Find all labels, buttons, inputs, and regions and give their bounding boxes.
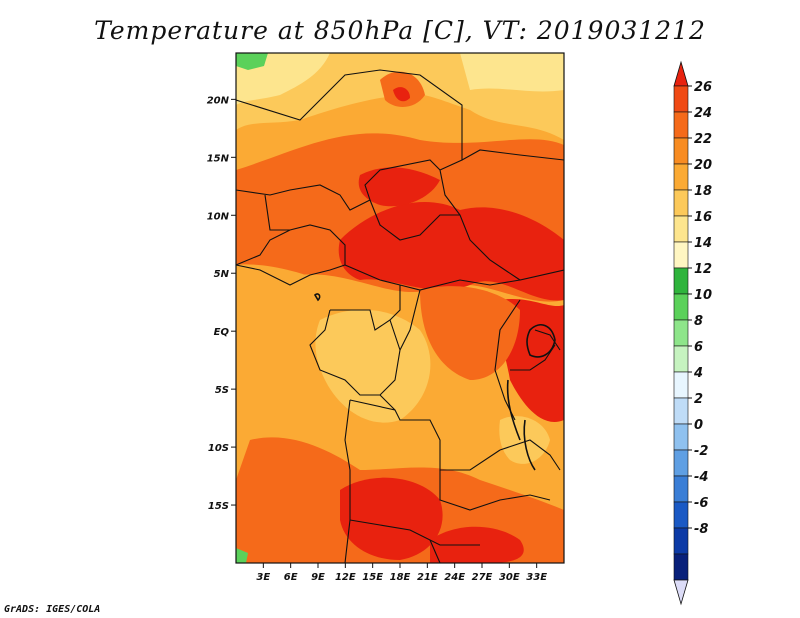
- colorbar-block: [673, 397, 689, 425]
- lon-tick-label: 27E: [472, 572, 493, 583]
- colorbar-max-triangle: [673, 60, 689, 87]
- colorbar-block: [673, 293, 689, 321]
- colorbar-label: 12: [694, 262, 712, 277]
- colorbar-block: [673, 319, 689, 347]
- lon-tick-label: 18E: [390, 572, 411, 583]
- colorbar-label: -8: [694, 522, 708, 537]
- colorbar-block: [673, 215, 689, 243]
- colorbar-block: [673, 371, 689, 399]
- country-borders: [236, 69, 564, 563]
- colorbar-label: 10: [694, 288, 712, 303]
- colorbar-block: [673, 241, 689, 269]
- lat-tick-label: 15N: [207, 153, 230, 164]
- colorbar-block: [673, 189, 689, 217]
- lon-tick-label: 33E: [526, 572, 547, 583]
- colorbar-label: 18: [694, 184, 712, 199]
- lat-tick-label: 10S: [208, 443, 229, 454]
- lat-tick-label: 20N: [207, 95, 230, 106]
- colorbar-block: [673, 163, 689, 191]
- colorbar-block: [673, 475, 689, 503]
- lon-tick-label: 3E: [256, 572, 270, 583]
- colorbar-min-triangle: [673, 579, 689, 606]
- colorbar-block: [673, 345, 689, 373]
- lon-tick-label: 30E: [499, 572, 520, 583]
- colorbar-label: 4: [693, 366, 703, 381]
- lon-tick-label: 12E: [335, 572, 356, 583]
- colorbar-block: [673, 137, 689, 165]
- colorbar-block: [673, 449, 689, 477]
- lat-tick-label: 10N: [207, 211, 230, 222]
- lat-tick-label: 5S: [215, 385, 229, 396]
- colorbar-block: [673, 267, 689, 295]
- colorbar-label: -4: [694, 470, 708, 485]
- colorbar-label: 8: [694, 314, 703, 329]
- colorbar-label: 16: [694, 210, 712, 225]
- lat-tick-label: EQ: [214, 327, 230, 338]
- lat-tick-label: 15S: [208, 501, 229, 512]
- colorbar-label: 0: [694, 418, 703, 433]
- lon-tick-label: 9E: [311, 572, 325, 583]
- lon-tick-label: 6E: [284, 572, 298, 583]
- colorbar-label: 24: [694, 106, 712, 121]
- colorbar-label: -2: [694, 444, 708, 459]
- colorbar-label: 14: [694, 236, 712, 251]
- colorbar-label: -6: [694, 496, 708, 511]
- lon-tick-label: 24E: [444, 572, 465, 583]
- lon-tick-label: 15E: [362, 572, 383, 583]
- latitude-axis: 20N 15N 10N 5N EQ 5S 10S 15S: [207, 95, 236, 512]
- colorbar-label: 22: [694, 132, 712, 147]
- colorbar-label: 20: [694, 158, 712, 173]
- colorbar-block: [673, 423, 689, 451]
- colorbar-label: 2: [694, 392, 703, 407]
- colorbar-block: [673, 85, 689, 113]
- colorbar-block: [673, 527, 689, 555]
- longitude-axis: 3E 6E 9E 12E 15E 18E 21E 24E 27E 30E 33E: [256, 563, 547, 583]
- lakes: [313, 293, 556, 471]
- colorbar-block: [673, 501, 689, 529]
- grads-credit: GrADS: IGES/COLA: [4, 604, 101, 615]
- colorbar-label: 6: [694, 340, 703, 355]
- lat-tick-label: 5N: [214, 269, 230, 280]
- colorbar-label: 26: [694, 80, 712, 95]
- colorbar-block: [673, 553, 689, 581]
- map-title: Temperature at 850hPa [C], VT: 201903121…: [94, 16, 706, 45]
- lon-tick-label: 21E: [417, 572, 438, 583]
- colorbar-block: [673, 111, 689, 139]
